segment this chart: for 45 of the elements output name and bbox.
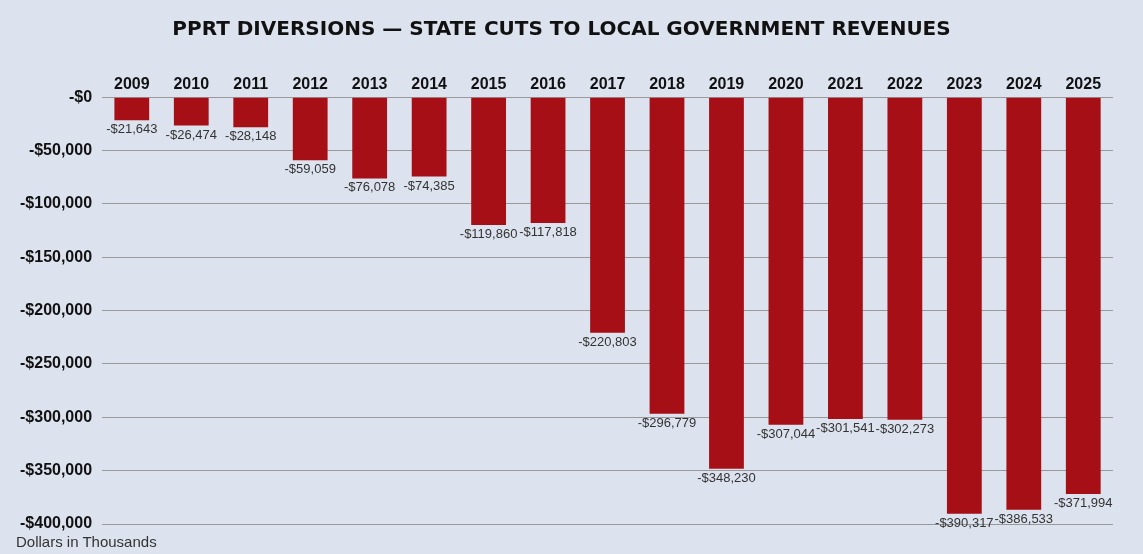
- data-label: -$390,317: [935, 514, 994, 530]
- x-tick-label: 2012: [292, 75, 329, 93]
- y-tick-label: -$200,000: [20, 301, 93, 319]
- data-label: -$302,273: [875, 420, 935, 436]
- data-label: -$296,779: [637, 414, 697, 430]
- data-label: -$28,148: [225, 128, 277, 144]
- data-label: -$386,533: [994, 510, 1054, 526]
- y-tick-label: -$0: [68, 87, 93, 105]
- y-tick-label: -$400,000: [20, 514, 93, 532]
- y-tick-label: -$350,000: [20, 461, 93, 479]
- x-tick-label: 2021: [827, 75, 864, 93]
- x-tick-label: 2019: [708, 75, 745, 93]
- text: Dollars in Thousands: [16, 532, 157, 550]
- data-label: -$117,818: [519, 223, 577, 239]
- data-label: -$220,803: [578, 333, 637, 349]
- data-label: -$307,044: [756, 425, 816, 441]
- y-tick-label: -$50,000: [28, 140, 93, 158]
- x-tick-label: 2016: [530, 75, 566, 93]
- data-label: -$76,078: [344, 179, 396, 195]
- x-tick-label: 2020: [768, 75, 804, 93]
- x-tick-label: 2013: [351, 75, 388, 93]
- data-label: -$119,860: [459, 226, 518, 242]
- data-label: -$74,385: [403, 177, 455, 193]
- x-tick-label: 2009: [114, 75, 150, 93]
- y-tick-label: -$250,000: [20, 354, 93, 372]
- data-label: -$301,541: [816, 420, 875, 436]
- data-label: -$371,994: [1053, 495, 1113, 511]
- x-tick-label: 2025: [1065, 75, 1102, 93]
- data-label: -$348,230: [697, 469, 756, 485]
- x-tick-label: 2022: [887, 75, 923, 93]
- y-tick-label: -$300,000: [20, 407, 93, 425]
- x-tick-label: 2018: [649, 75, 685, 93]
- y-tick-label: -$150,000: [20, 247, 93, 265]
- x-tick-label: 2023: [946, 75, 983, 93]
- x-tick-label: 2017: [589, 75, 626, 93]
- x-tick-label: 2011: [233, 75, 269, 93]
- data-label: -$21,643: [106, 121, 158, 137]
- x-tick-label: 2014: [411, 75, 448, 93]
- x-tick-label: 2010: [173, 75, 210, 93]
- data-label: -$59,059: [284, 161, 336, 177]
- y-tick-label: -$100,000: [20, 194, 93, 212]
- data-label: -$26,474: [165, 126, 217, 142]
- x-tick-label: 2015: [470, 75, 507, 93]
- x-tick-label: 2024: [1006, 75, 1042, 93]
- chart-title: PPRT DIVERSIONS — STATE CUTS TO LOCAL GOVERNMENT REVENUES: [172, 16, 951, 41]
